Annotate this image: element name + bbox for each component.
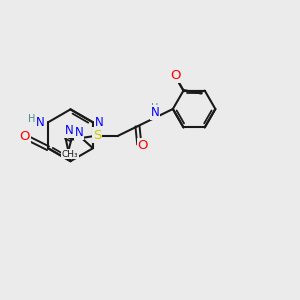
Text: O: O (170, 69, 181, 82)
Text: H: H (152, 103, 159, 113)
Text: O: O (138, 139, 148, 152)
Text: N: N (95, 116, 104, 129)
Text: O: O (20, 130, 30, 143)
Text: N: N (151, 106, 160, 119)
Text: H: H (28, 114, 36, 124)
Text: N: N (65, 124, 74, 137)
Text: CH₃: CH₃ (62, 150, 78, 159)
Text: N: N (75, 126, 83, 139)
Text: S: S (93, 128, 101, 142)
Text: N: N (35, 116, 44, 129)
